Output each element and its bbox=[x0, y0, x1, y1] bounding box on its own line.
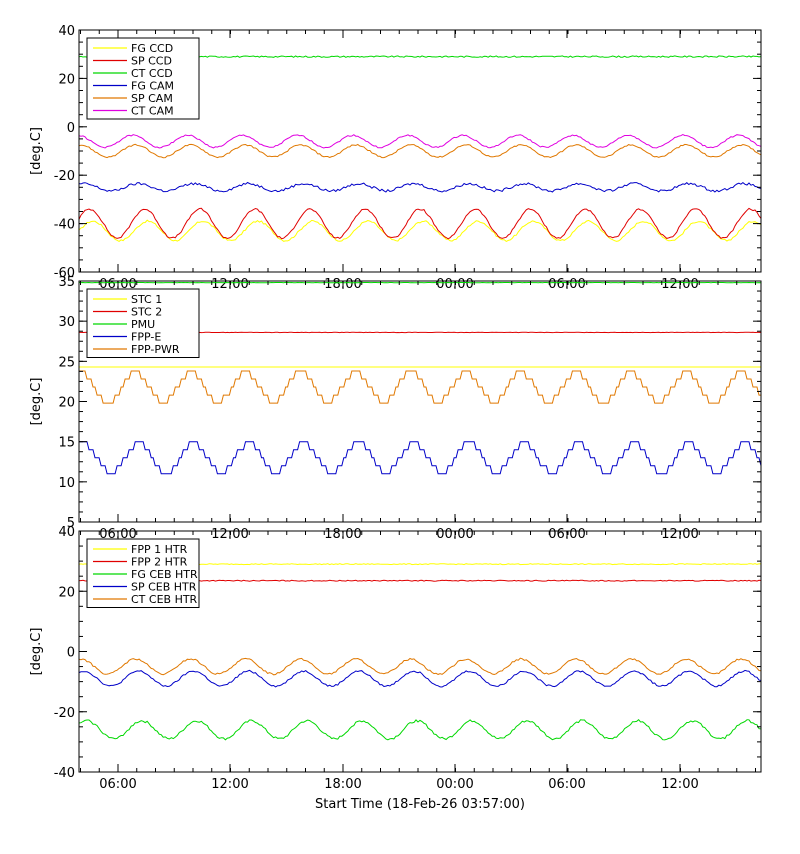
x-axis-title: Start Time (18-Feb-26 03:57:00) bbox=[0, 797, 800, 812]
y-axis-label: [deg.C] bbox=[29, 378, 44, 426]
legend-label: SP CCD bbox=[131, 55, 172, 68]
y-tick-label: 20 bbox=[58, 585, 75, 600]
legend-label: FG CCD bbox=[131, 42, 173, 55]
y-tick-label: 20 bbox=[58, 72, 75, 87]
y-tick-label: 40 bbox=[58, 24, 75, 39]
legend-label: FG CAM bbox=[131, 80, 174, 93]
panel-1: -60-40-200204006:0012:0018:0000:0006:001… bbox=[29, 24, 761, 292]
legend-label: FPP 2 HTR bbox=[131, 556, 188, 569]
legend-label: FPP-PWR bbox=[131, 343, 180, 356]
series-line-fg-ceb-htr bbox=[79, 720, 761, 740]
series-line-fpp-e bbox=[79, 442, 761, 474]
y-tick-label: 0 bbox=[67, 121, 75, 136]
legend-label: CT CAM bbox=[131, 105, 174, 118]
y-tick-label: 40 bbox=[58, 525, 75, 540]
legend-label: STC 2 bbox=[131, 306, 162, 319]
panel-2: 510152025303506:0012:0018:0000:0006:0012… bbox=[29, 275, 761, 542]
series-line-fpp-pwr bbox=[79, 371, 761, 403]
series-line-sp-ceb-htr bbox=[79, 670, 761, 687]
x-tick-label: 06:00 bbox=[548, 777, 585, 792]
series-line-fg-cam bbox=[79, 183, 761, 193]
y-tick-label: 25 bbox=[58, 355, 75, 370]
legend-label: CT CCD bbox=[131, 67, 173, 80]
x-tick-label: 12:00 bbox=[211, 777, 248, 792]
x-tick-label: 00:00 bbox=[436, 777, 473, 792]
y-tick-label: 15 bbox=[58, 436, 75, 451]
y-tick-label: -20 bbox=[54, 169, 75, 184]
y-tick-label: -40 bbox=[54, 766, 75, 781]
y-tick-label: -20 bbox=[54, 706, 75, 721]
y-tick-label: 20 bbox=[58, 396, 75, 411]
legend-label: PMU bbox=[131, 318, 155, 331]
x-tick-label: 12:00 bbox=[661, 777, 698, 792]
legend-label: FPP 1 HTR bbox=[131, 543, 188, 556]
panel-3: -40 -20 0 20 40 06:00 12:00 18:00 00:00 06:00 12:0… bbox=[29, 525, 761, 792]
y-tick-label: 30 bbox=[58, 315, 75, 330]
y-axis-label: [deg.C] bbox=[29, 127, 44, 175]
y-tick-label: 10 bbox=[58, 476, 75, 491]
y-tick-label: -40 bbox=[54, 218, 75, 233]
legend-label: SP CEB HTR bbox=[131, 581, 197, 594]
legend-label: SP CAM bbox=[131, 92, 173, 105]
legend-label: FG CEB HTR bbox=[131, 568, 198, 581]
y-axis-label: [deg.C] bbox=[29, 628, 44, 676]
y-tick-label: 0 bbox=[67, 646, 75, 661]
series-line-sp-ccd bbox=[79, 208, 761, 239]
series-line-ct-cam bbox=[79, 135, 761, 148]
legend-label: FPP-E bbox=[131, 331, 161, 344]
x-tick-label: 06:00 bbox=[99, 777, 136, 792]
x-tick-label: 18:00 bbox=[324, 777, 361, 792]
legend-label: CT CEB HTR bbox=[131, 593, 198, 606]
legend-label: STC 1 bbox=[131, 293, 162, 306]
y-tick-label: 35 bbox=[58, 275, 75, 290]
